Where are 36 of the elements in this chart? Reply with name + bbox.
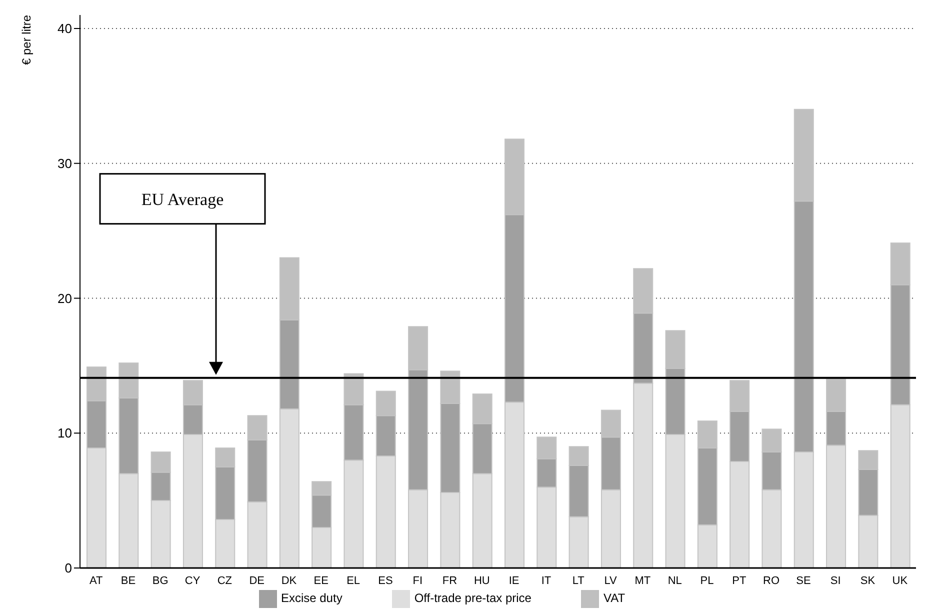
y-tick-label: 20 <box>58 290 72 306</box>
x-tick-label: LT <box>572 574 585 587</box>
x-tick-label: LV <box>604 574 618 587</box>
y-tick-label: 30 <box>58 156 72 171</box>
x-tick-label: BE <box>120 574 136 587</box>
legend-label: Excise duty <box>280 591 342 606</box>
x-tick-label: IE <box>508 574 520 587</box>
x-tick-label: HU <box>474 574 490 587</box>
x-tick-label: FI <box>412 574 423 587</box>
x-tick-label: IT <box>541 574 552 587</box>
x-tick-label: FR <box>442 574 458 587</box>
x-tick-label: UK <box>892 574 908 587</box>
y-tick-label: 10 <box>58 426 72 441</box>
x-tick-label: DK <box>281 574 298 587</box>
legend-label: Off-trade pre-tax price <box>414 591 532 606</box>
x-tick-label: NL <box>668 574 682 587</box>
y-axis-title: € per litre <box>20 14 34 65</box>
x-tick-label: PL <box>700 574 714 587</box>
x-tick-label: DE <box>249 574 264 587</box>
x-tick-label: EE <box>314 574 328 587</box>
x-tick-label: MT <box>634 574 651 587</box>
y-tick-label: 0 <box>64 560 72 576</box>
y-tick-label: 40 <box>58 21 72 36</box>
x-tick-label: RO <box>763 574 780 587</box>
x-tick-label: PT <box>732 574 746 587</box>
x-tick-label: CY <box>184 574 201 587</box>
x-tick-label: SE <box>796 574 811 587</box>
x-tick-label: BG <box>152 574 168 587</box>
x-tick-label: CZ <box>217 574 232 587</box>
x-tick-label: SI <box>830 574 841 587</box>
legend-label: VAT <box>603 591 626 606</box>
x-tick-label: EL <box>346 574 360 587</box>
x-tick-label: SK <box>860 574 876 587</box>
x-tick-label: ES <box>378 574 393 587</box>
x-tick-label: AT <box>89 574 103 587</box>
annotation: EU Average <box>141 190 224 209</box>
